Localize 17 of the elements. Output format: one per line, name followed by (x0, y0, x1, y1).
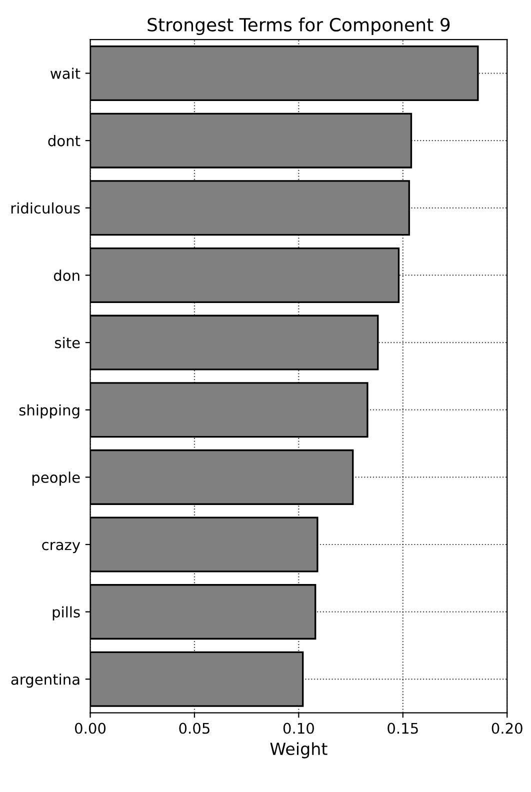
x-tick-label: 0.15 (388, 722, 418, 734)
y-tick-label: crazy (42, 542, 80, 554)
chart-title: Strongest Terms for Component 9 (148, 18, 450, 36)
y-tick-label: dont (48, 135, 80, 146)
y-tick-label: site (55, 337, 80, 348)
x-tick-label: 0.10 (283, 722, 314, 734)
y-tick-label: ridiculous (11, 202, 80, 214)
x-tick-label: 0.05 (179, 722, 210, 734)
y-tick-label: argentina (11, 674, 80, 688)
y-tick-label: pills (52, 606, 80, 620)
y-tick-label: shipping (19, 404, 80, 418)
y-tick-label: wait (50, 68, 80, 80)
x-tick-label: 0.00 (74, 722, 106, 734)
y-tick-label: people (32, 472, 80, 486)
x-tick-label: 0.20 (492, 722, 522, 734)
x-axis-title: Weight (270, 742, 328, 758)
y-tick-label: don (54, 270, 80, 281)
